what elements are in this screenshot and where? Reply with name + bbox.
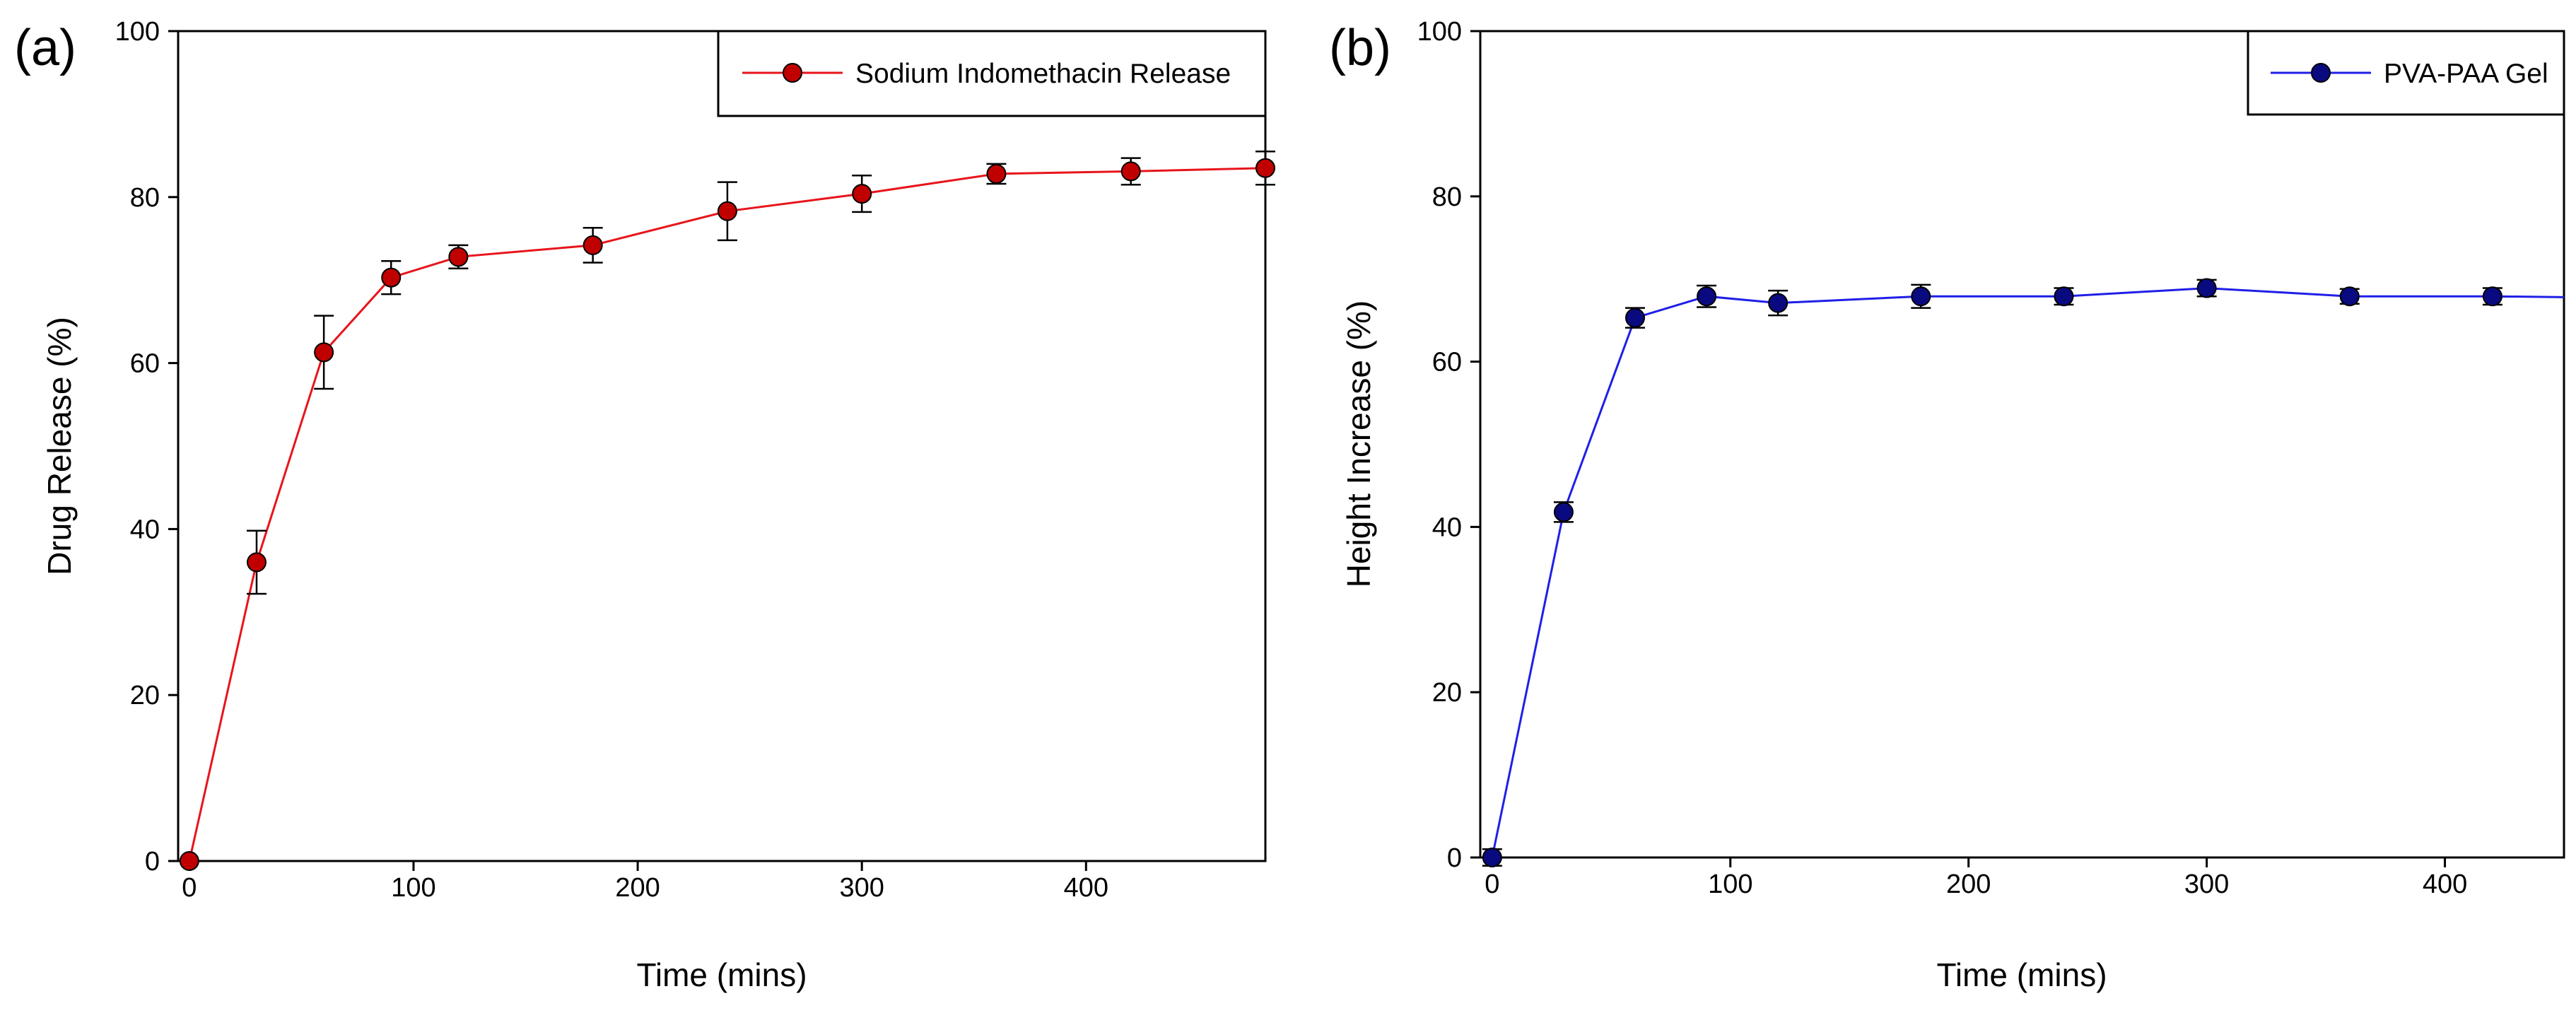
data-point-a (1120, 161, 1141, 182)
data-point-a (986, 163, 1007, 184)
panel-label-b: (b) (1329, 20, 1391, 76)
legend-label-a: Sodium Indomethacin Release (855, 59, 1231, 89)
chart-drug-release: (a) 0 100 200 300 400 0 20 40 60 80 100 Time (min… (14, 17, 1275, 993)
x-tick-label-a: 300 (839, 873, 884, 903)
y-tick-label-b: 100 (1417, 17, 1462, 47)
data-point-a (381, 267, 402, 288)
data-point-b (1768, 293, 1788, 313)
data-point-b (2339, 286, 2360, 307)
data-point-b (2482, 286, 2502, 307)
data-point-a (1255, 158, 1275, 178)
y-tick-label-b: 0 (1447, 843, 1462, 873)
x-tick-label-b: 300 (2184, 869, 2229, 899)
data-point-b (1482, 848, 1502, 867)
x-tick-label-b: 200 (1946, 869, 1991, 899)
y-tick-label-b: 20 (1432, 678, 1462, 708)
data-point-a (717, 201, 737, 221)
y-tick-label-a: 40 (130, 515, 160, 544)
data-point-b (1553, 502, 1574, 522)
x-tick-label-a: 0 (182, 873, 197, 903)
x-axis-title-b: Time (mins) (1936, 956, 2107, 993)
panel-label-a: (a) (14, 20, 76, 76)
data-point-a (582, 235, 603, 255)
plot-frame-a (177, 30, 1267, 862)
y-tick-label-b: 40 (1432, 513, 1462, 542)
data-point-a (314, 342, 334, 363)
data-point-b (1625, 308, 1645, 328)
series-line-b (1491, 287, 2565, 858)
data-point-b (2196, 278, 2217, 298)
y-tick-label-a: 60 (130, 349, 160, 379)
y-axis-title-a: Drug Release (%) (41, 317, 78, 575)
data-point-b (1697, 286, 1717, 307)
legend-b: PVA-PAA Gel (2247, 30, 2565, 116)
legend-label-b: PVA-PAA Gel (2384, 59, 2548, 89)
series-line-a (188, 167, 1266, 862)
x-tick-label-a: 200 (615, 873, 660, 903)
x-tick-label-b: 400 (2423, 869, 2467, 899)
x-tick-label-a: 400 (1064, 873, 1108, 903)
y-tick-label-b: 80 (1432, 182, 1462, 212)
legend-marker-b (2311, 63, 2331, 83)
data-point-a (448, 247, 469, 267)
data-point-a (246, 552, 267, 573)
plot-frame-b (1479, 30, 2565, 859)
x-tick-label-b: 0 (1485, 869, 1499, 899)
legend-marker-a (783, 63, 802, 83)
data-point-a (179, 851, 199, 871)
y-tick-label-a: 0 (145, 847, 160, 877)
data-point-b (2054, 286, 2074, 307)
x-tick-label-a: 100 (391, 873, 435, 903)
data-point-b (1911, 286, 1931, 307)
x-axis-title-a: Time (mins) (636, 956, 807, 993)
chart-height-increase: (b) 0 100 200 300 400 0 20 40 60 80 100 Time (min… (1329, 17, 2565, 993)
x-tick-label-b: 100 (1708, 869, 1752, 899)
legend-a: Sodium Indomethacin Release (717, 30, 1267, 117)
y-tick-label-a: 80 (130, 183, 160, 213)
y-tick-label-a: 20 (130, 681, 160, 710)
y-tick-label-a: 100 (115, 17, 160, 47)
y-tick-label-b: 60 (1432, 348, 1462, 377)
y-axis-title-b: Height Increase (%) (1340, 300, 1377, 588)
data-point-a (852, 184, 872, 204)
legend-box-a (717, 30, 1267, 117)
